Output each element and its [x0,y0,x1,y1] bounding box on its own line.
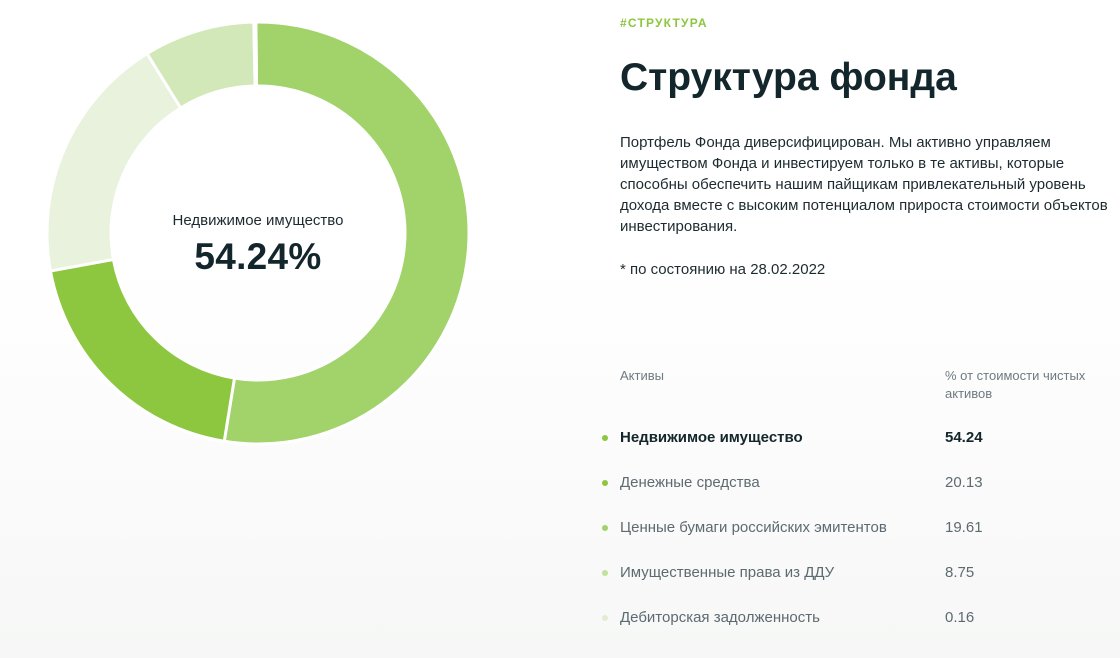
row-value: 8.75 [945,564,975,581]
row-value: 54.24 [945,429,983,446]
donut-slice-2[interactable] [48,257,237,444]
row-label: Дебиторская задолженность [620,609,820,626]
table-row[interactable]: Ценные бумаги российских эмитентов 19.61 [602,513,1120,543]
row-label: Недвижимое имущество [620,429,803,446]
donut-slice-5[interactable] [252,20,259,88]
donut-svg [45,20,471,446]
row-label: Денежные средства [620,474,760,491]
table-row[interactable]: Недвижимое имущество 54.24 [602,423,1120,453]
legend-dot [602,435,608,441]
table-header-assets: Активы [620,368,664,383]
row-label: Имущественные права из ДДУ [620,564,835,581]
donut-slice-3[interactable] [45,51,183,273]
date-note: * по состоянию на 28.02.2022 [620,261,826,278]
row-value: 19.61 [945,519,983,536]
table-header-percent: % от стоимости чистых активов [945,368,1086,401]
legend-dot [602,525,608,531]
donut-chart: Недвижимое имущество 54.24% [45,20,475,450]
row-value: 20.13 [945,474,983,491]
table-row[interactable]: Дебиторская задолженность 0.16 [602,603,1120,633]
description: Портфель Фонда диверсифицирован. Мы акти… [620,134,1108,235]
donut-slice-1[interactable] [222,20,471,446]
legend-dot [602,480,608,486]
row-value: 0.16 [945,609,975,626]
page-title: Структура фонда [620,56,957,99]
table-row[interactable]: Денежные средства 20.13 [602,468,1120,498]
section-tag: #СТРУКТУРА [620,16,708,30]
legend-dot [602,615,608,621]
row-label: Ценные бумаги российских эмитентов [620,519,887,536]
table-row[interactable]: Имущественные права из ДДУ 8.75 [602,558,1120,588]
legend-dot [602,570,608,576]
